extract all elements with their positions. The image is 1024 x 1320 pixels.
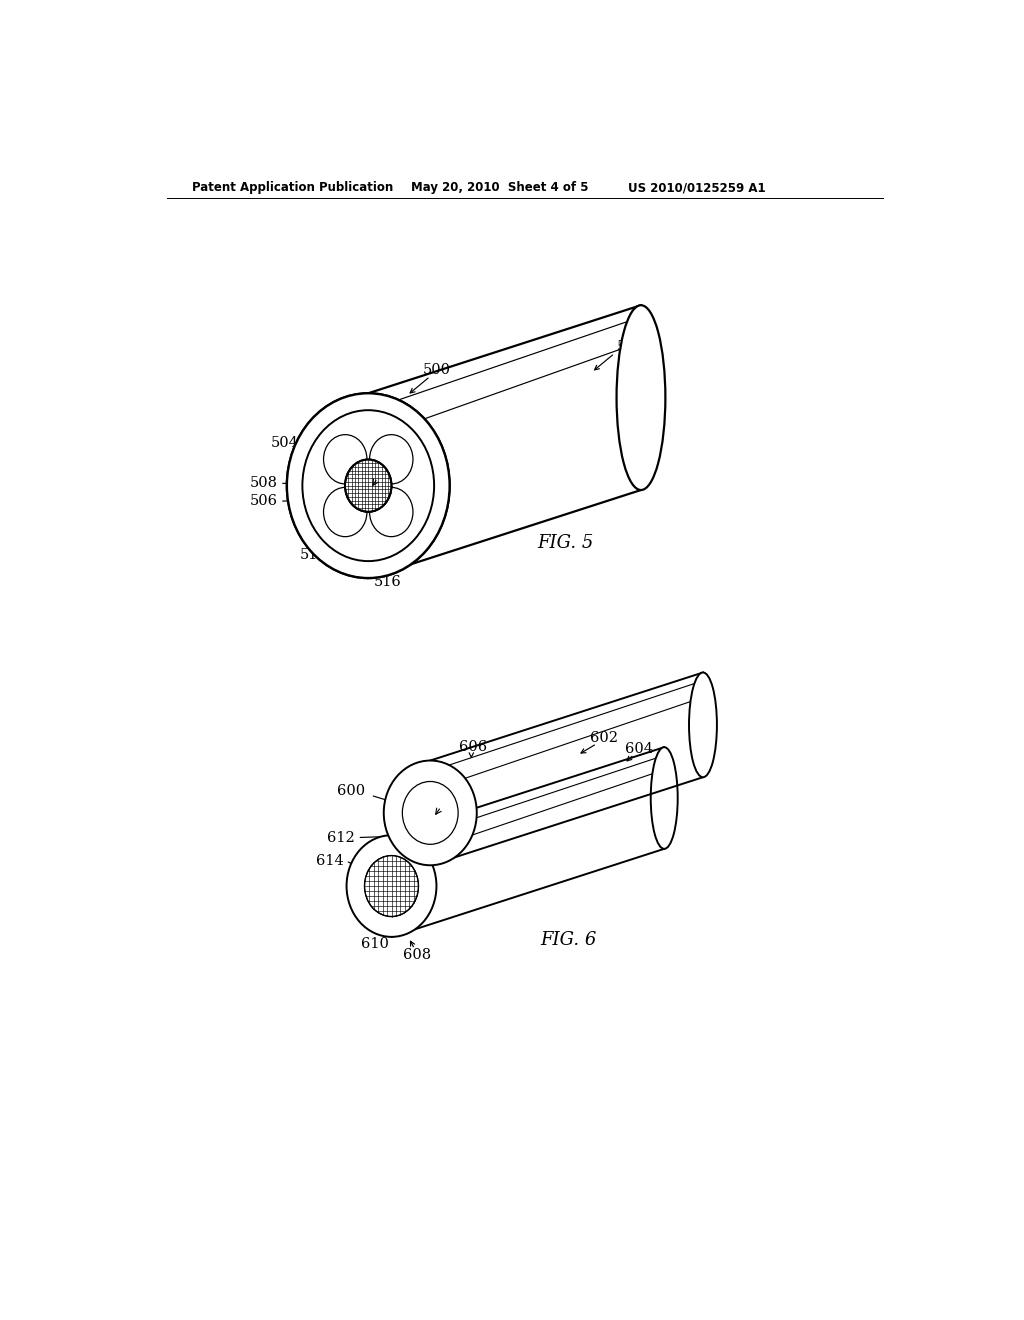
Text: May 20, 2010  Sheet 4 of 5: May 20, 2010 Sheet 4 of 5 <box>411 181 589 194</box>
Text: 600: 600 <box>337 784 366 799</box>
Text: 604: 604 <box>626 742 653 756</box>
Ellipse shape <box>689 672 717 777</box>
Ellipse shape <box>346 836 436 937</box>
Ellipse shape <box>384 760 477 866</box>
Ellipse shape <box>650 747 678 849</box>
Ellipse shape <box>324 434 367 484</box>
Text: US 2010/0125259 A1: US 2010/0125259 A1 <box>628 181 766 194</box>
Ellipse shape <box>370 434 413 484</box>
Text: 506: 506 <box>250 494 278 508</box>
Text: Patent Application Publication: Patent Application Publication <box>191 181 393 194</box>
Text: FIG. 6: FIG. 6 <box>540 931 596 949</box>
Text: 602: 602 <box>590 731 617 746</box>
Text: 504: 504 <box>270 437 298 450</box>
Text: 500: 500 <box>423 363 451 378</box>
Ellipse shape <box>345 459 391 512</box>
Ellipse shape <box>370 487 413 537</box>
Text: 610: 610 <box>360 937 388 950</box>
Text: 614: 614 <box>315 854 343 867</box>
Text: 512: 512 <box>345 414 373 429</box>
Text: 502: 502 <box>616 341 644 354</box>
Ellipse shape <box>287 393 450 578</box>
Text: 612: 612 <box>328 830 355 845</box>
Ellipse shape <box>365 855 419 916</box>
Ellipse shape <box>616 305 666 490</box>
Ellipse shape <box>302 411 434 561</box>
Text: 514: 514 <box>300 548 328 562</box>
Text: 608: 608 <box>403 948 431 961</box>
Ellipse shape <box>402 781 458 845</box>
Text: 606: 606 <box>459 741 487 755</box>
Text: 508: 508 <box>250 477 278 490</box>
Text: 510: 510 <box>343 561 371 576</box>
Ellipse shape <box>324 487 367 537</box>
Text: 516: 516 <box>374 576 401 589</box>
Text: FIG. 5: FIG. 5 <box>538 535 594 552</box>
Text: 518: 518 <box>399 444 427 458</box>
